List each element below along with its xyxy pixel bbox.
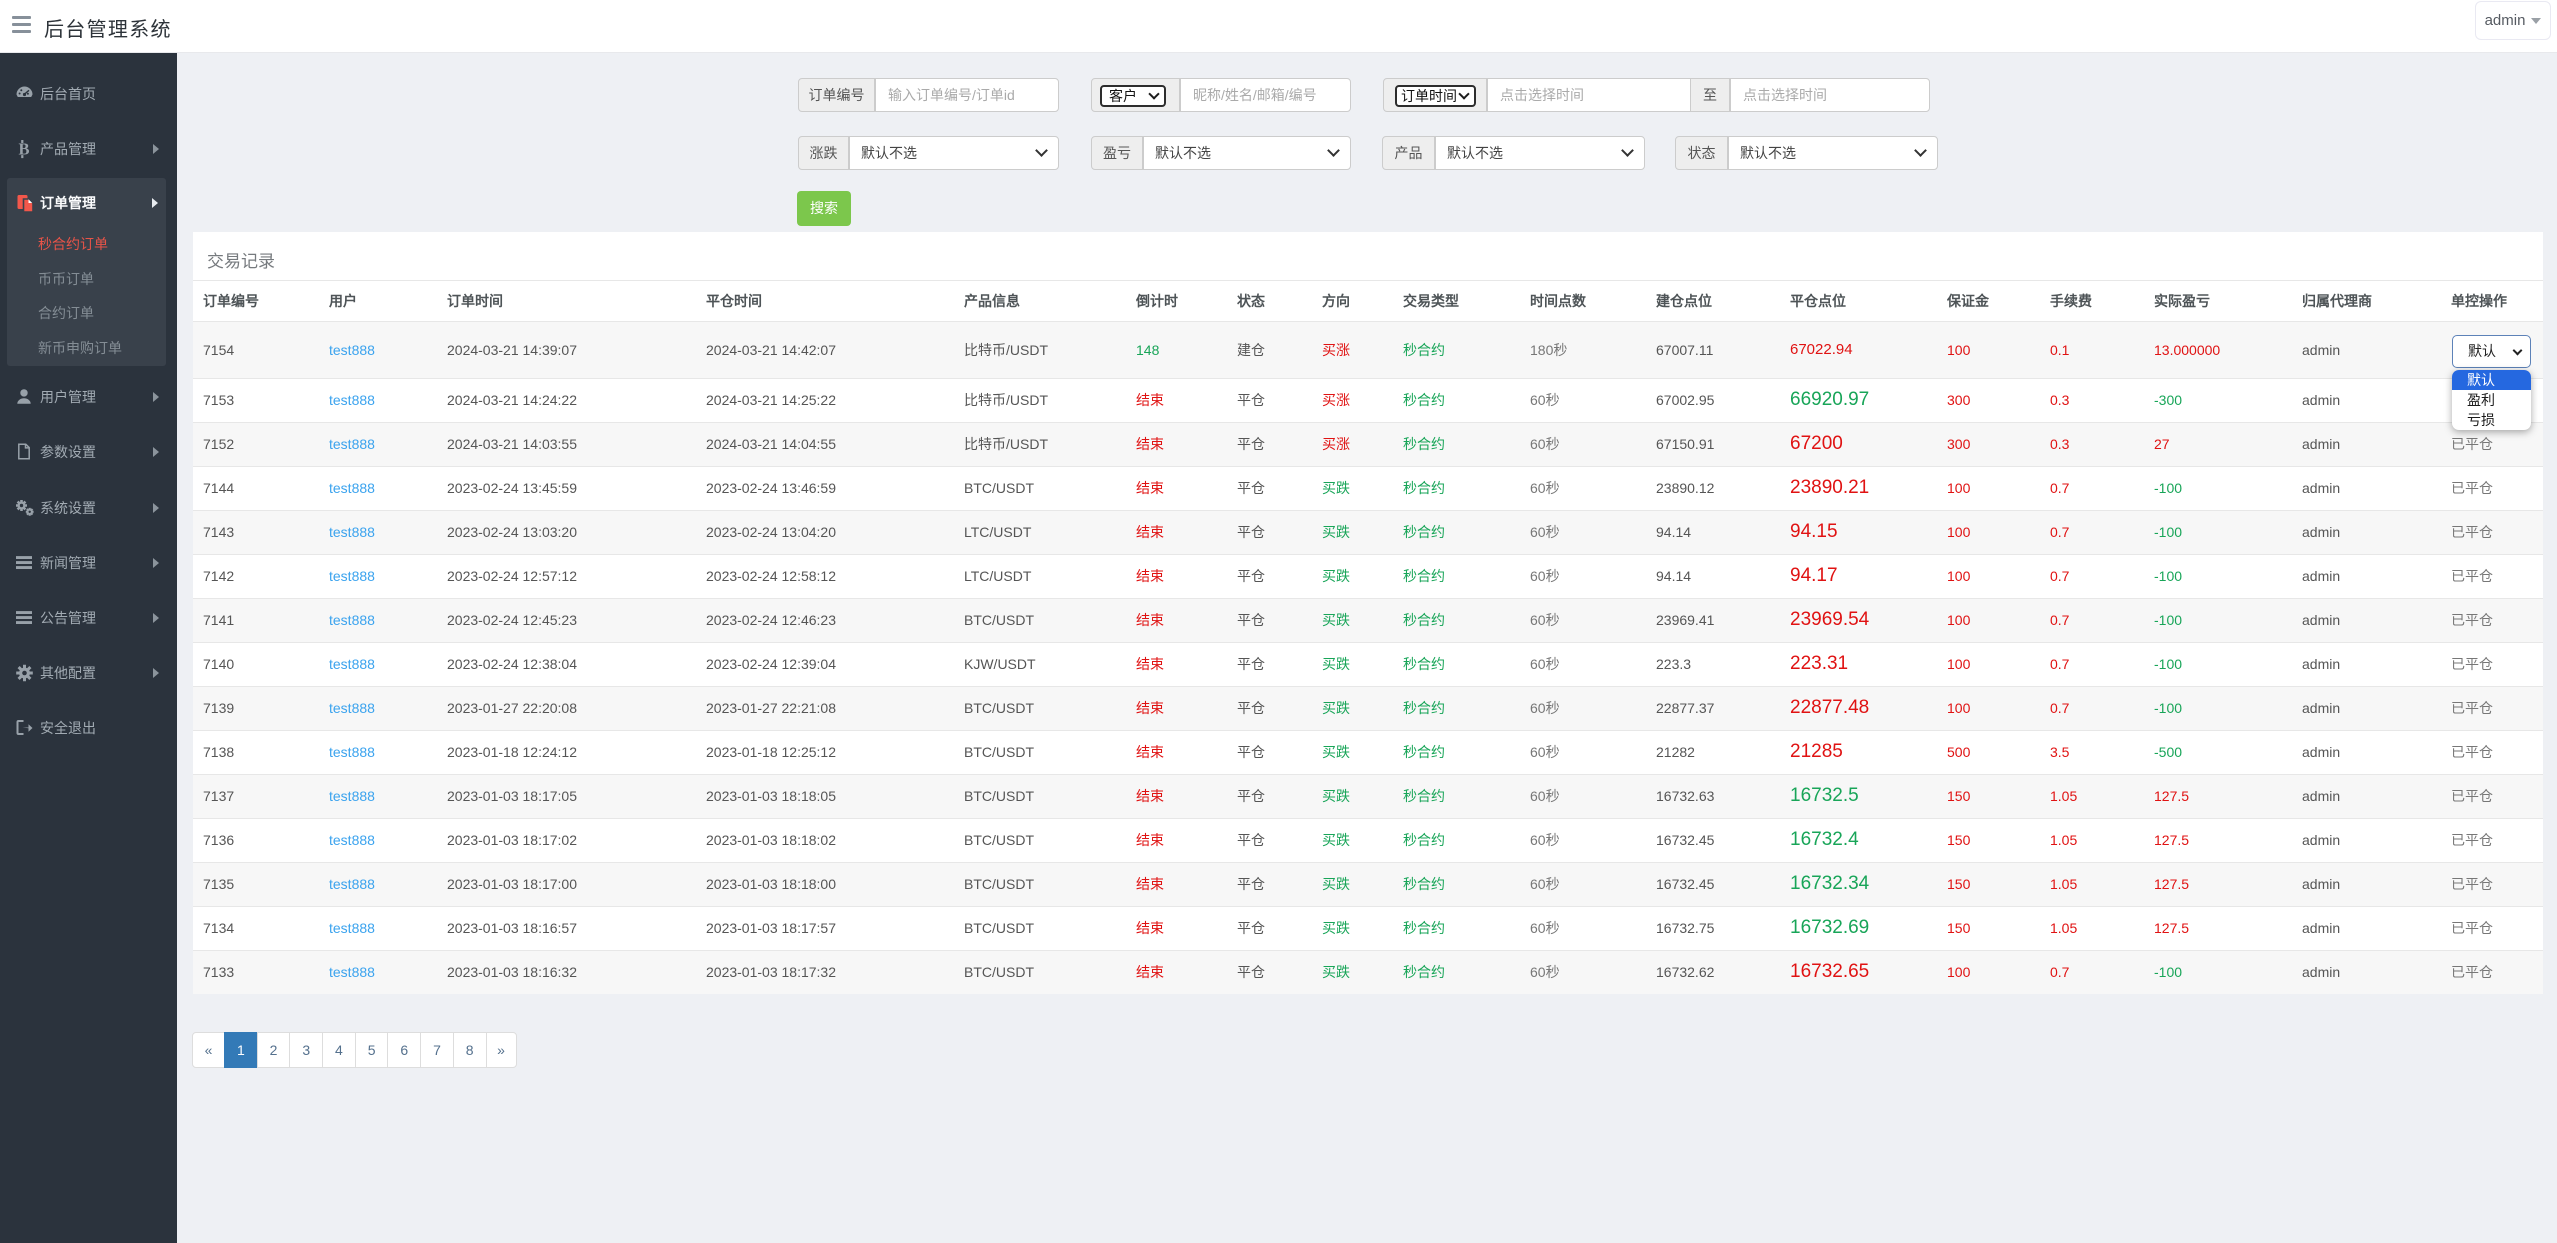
svg-text:B: B [19, 139, 30, 158]
